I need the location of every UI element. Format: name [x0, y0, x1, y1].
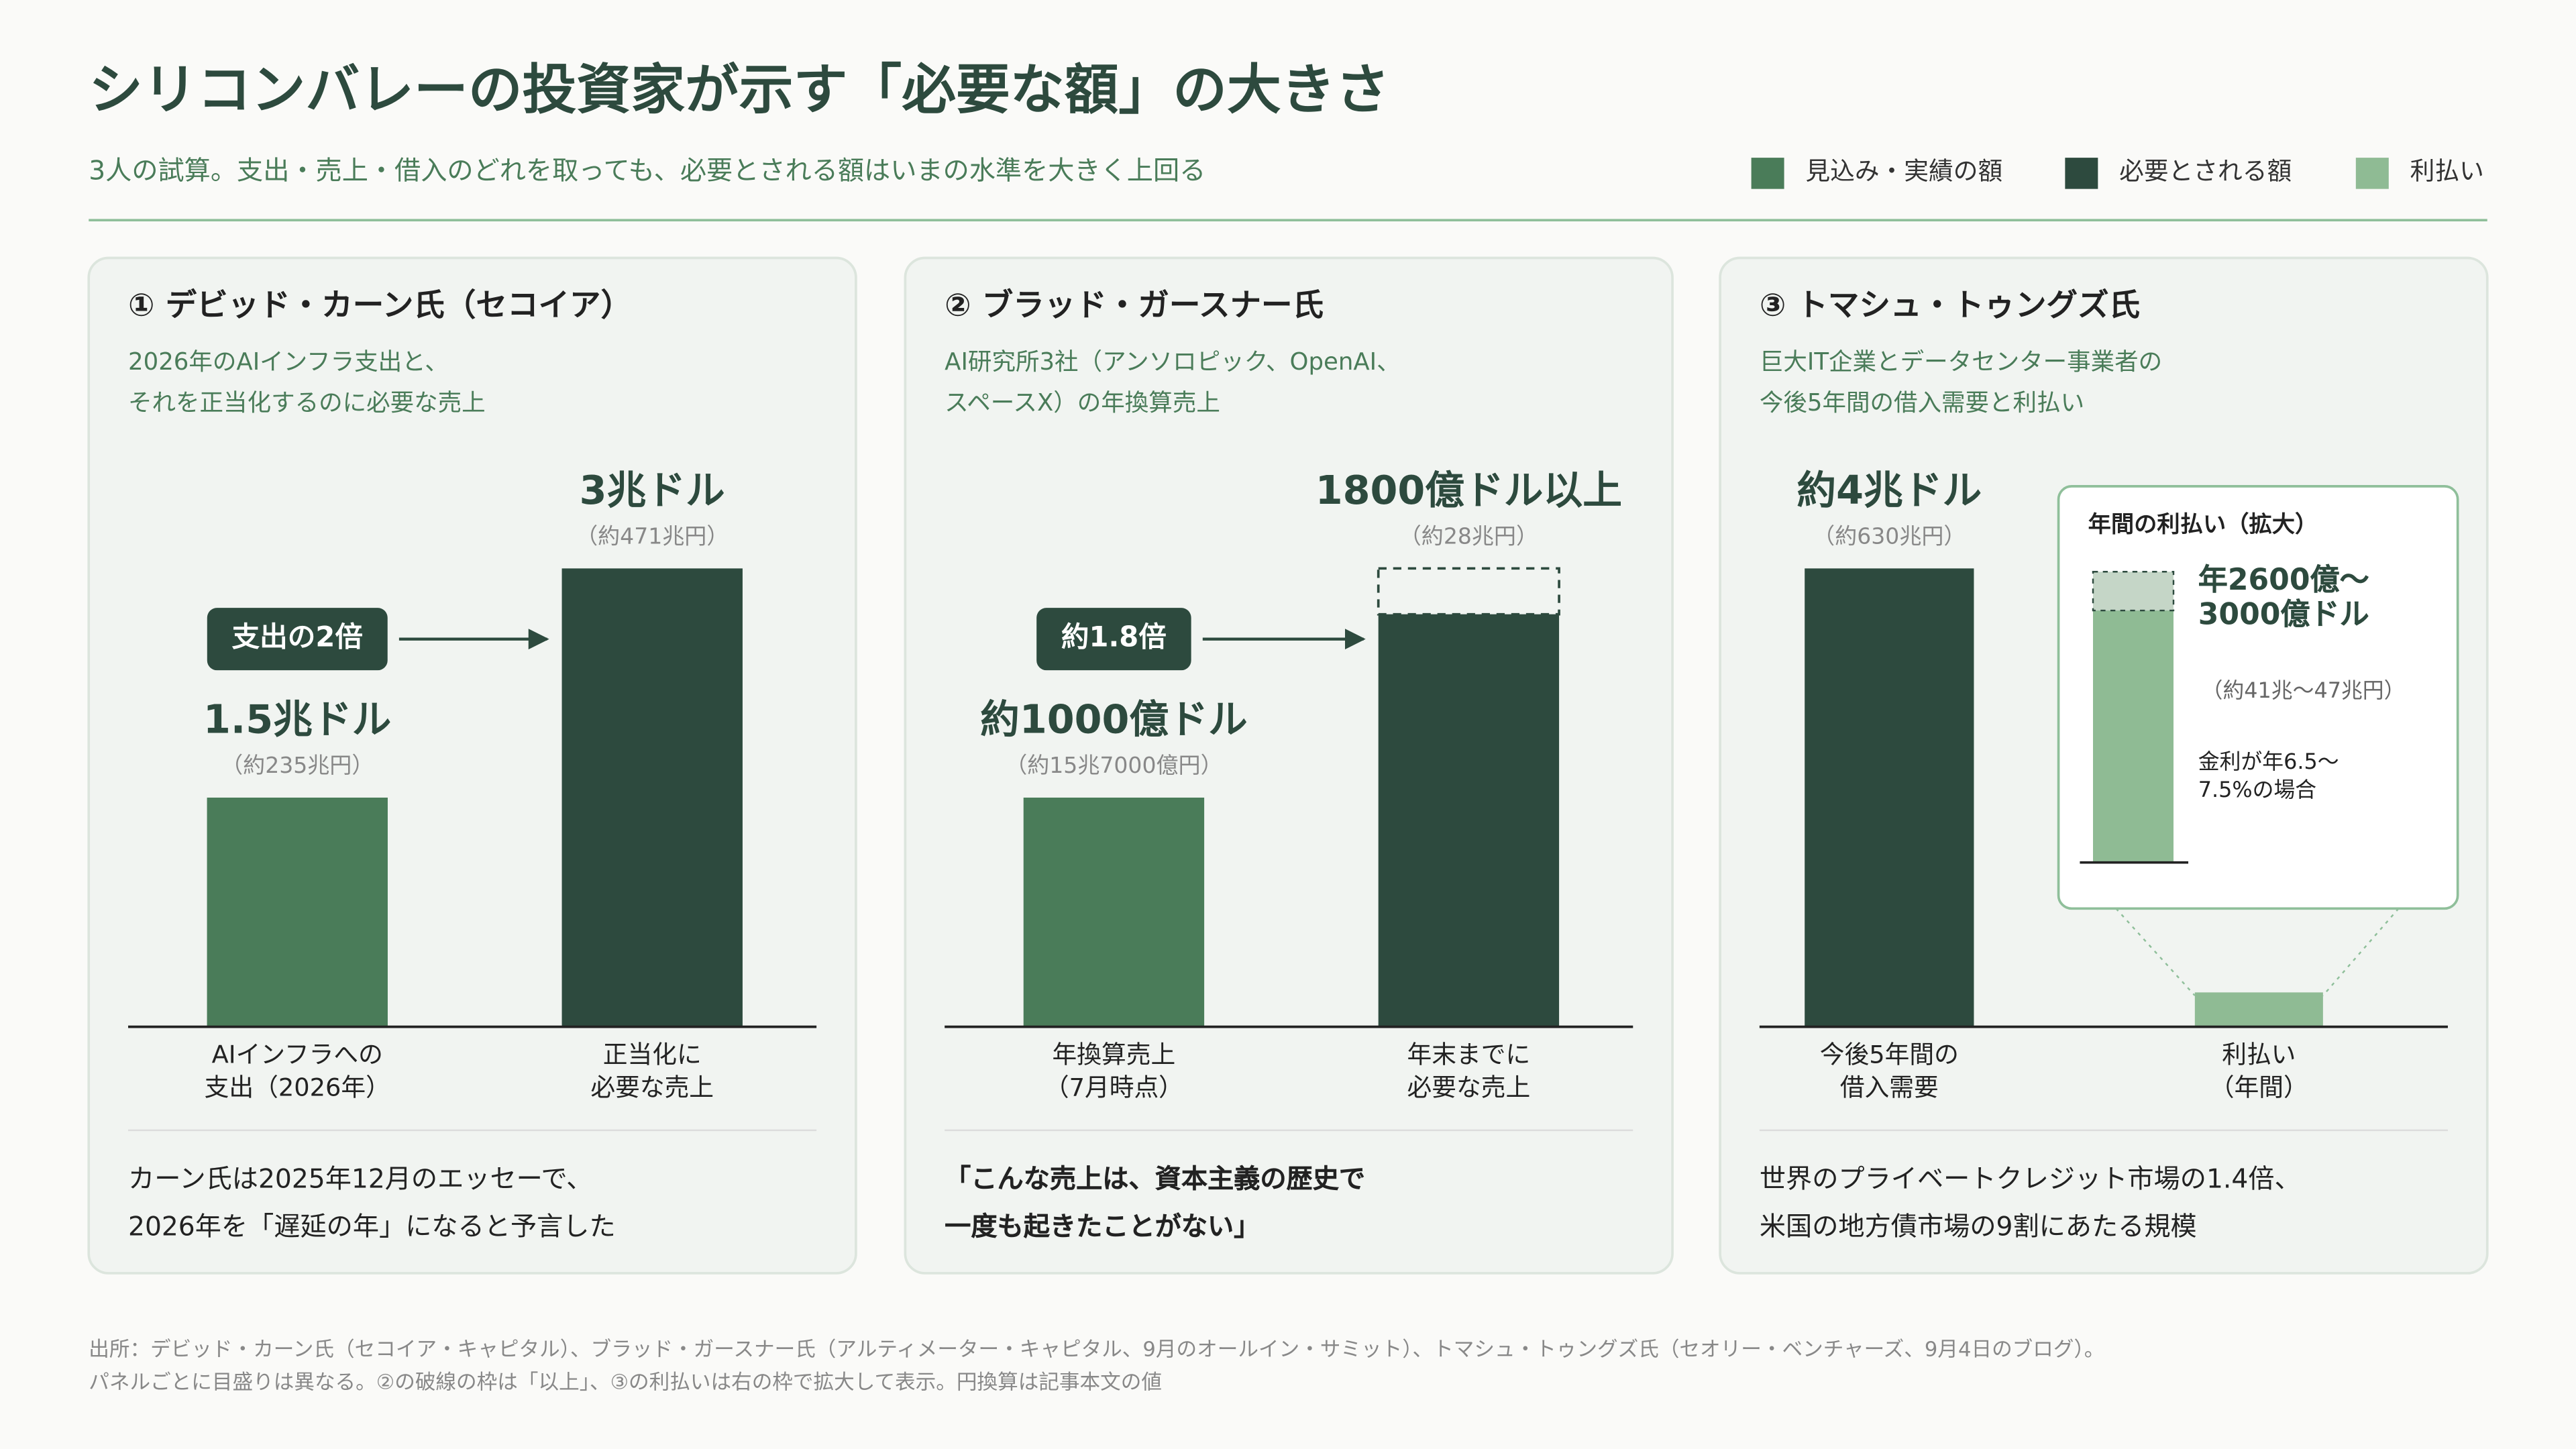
- category-label: 今後5年間の 借入需要: [1819, 1040, 1959, 1102]
- panel-subtitle-box: 巨大IT企業とデータセンター事業者の 今後5年間の借入需要と利払い: [1759, 349, 2163, 417]
- yen-label: （約471兆円）: [576, 523, 729, 549]
- inset-title: 年間の利払い（拡大）: [2088, 511, 2318, 538]
- panel-title: ① デビッド・カーン氏（セコイア）: [128, 286, 632, 323]
- yen-label: （約630兆円）: [1813, 523, 1966, 549]
- panel-title: ② ブラッド・ガースナー氏: [945, 286, 1324, 323]
- category-label-box: 正当化に 必要な売上: [590, 1040, 714, 1102]
- panel-note-box: カーン氏は2025年12月のエッセーで、 2026年を「遅延の年」になると予言し…: [128, 1162, 616, 1242]
- category-label-box: 年末までに 必要な売上: [1407, 1040, 1531, 1102]
- value-label: 約4兆ドル: [1796, 467, 1982, 513]
- annotation-label: 約1.8倍: [1061, 621, 1167, 653]
- category-label-box: 今後5年間の 借入需要: [1819, 1040, 1959, 1102]
- category-label: 正当化に 必要な売上: [590, 1040, 714, 1102]
- bar: [207, 797, 388, 1027]
- open-ended-box: [1377, 567, 1560, 616]
- panel-note: 世界のプライベートクレジット市場の1.4倍、 米国の地方債市場の9割にあたる規模: [1759, 1162, 2301, 1242]
- category-label: 年換算売上 （7月時点）: [1044, 1040, 1183, 1102]
- bar: [1805, 568, 1974, 1027]
- legend-swatch: [2355, 158, 2389, 189]
- bar: [2194, 992, 2323, 1027]
- zoom-guide: [2322, 908, 2400, 996]
- footnote: パネルごとに目盛りは異なる。②の破線の枠は「以上」、③の利払いは右の枠で拡大して…: [89, 1371, 1162, 1395]
- title: シリコンバレーの投資家が示す「必要な額」の大きさ: [89, 59, 1389, 122]
- inset-yen-label: （約41兆〜47兆円）: [2202, 678, 2406, 703]
- panel-subtitle-box: 2026年のAIインフラ支出と、 それを正当化するのに必要な売上: [128, 349, 486, 417]
- inset-bar-range: [2092, 571, 2175, 612]
- value-label: 1800億ドル以上: [1316, 467, 1622, 513]
- category-label: AIインフラへの 支出（2026年）: [204, 1040, 390, 1102]
- bar: [561, 568, 743, 1027]
- bar: [1023, 797, 1205, 1027]
- panel-subtitle: AI研究所3社（アンソロピック、OpenAI、 スペースX）の年換算売上: [945, 349, 1401, 417]
- category-label-box: AIインフラへの 支出（2026年）: [204, 1040, 390, 1102]
- legend-swatch: [2065, 158, 2098, 189]
- category-label-box: 年換算売上 （7月時点）: [1044, 1040, 1183, 1102]
- panel-note-box: 「こんな売上は、資本主義の歴史で 一度も起きたことがない」: [945, 1162, 1366, 1242]
- yen-label: （約235兆円）: [221, 752, 374, 778]
- legend-label: 利払い: [2410, 157, 2484, 186]
- inset-bar: [2093, 610, 2174, 863]
- panel-note: カーン氏は2025年12月のエッセーで、 2026年を「遅延の年」になると予言し…: [128, 1162, 616, 1242]
- yen-label: （約15兆7000億円）: [1005, 752, 1222, 778]
- inset-value-label: 年2600億〜 3000億ドル: [2198, 562, 2369, 632]
- annotation-label: 支出の2倍: [232, 621, 363, 653]
- value-label: 1.5兆ドル: [203, 696, 391, 742]
- category-label: 利払い （年間）: [2209, 1040, 2308, 1102]
- panel-subtitle: 巨大IT企業とデータセンター事業者の 今後5年間の借入需要と利払い: [1759, 349, 2163, 417]
- legend-label: 見込み・実績の額: [1805, 157, 2002, 186]
- inset-caption: 金利が年6.5〜 7.5%の場合: [2198, 749, 2339, 803]
- bar: [1378, 614, 1560, 1027]
- subtitle: 3人の試算。支出・売上・借入のどれを取っても、必要とされる額はいまの水準を大きく…: [89, 156, 1205, 186]
- source: 出所：デビッド・カーン氏（セコイア・キャピタル）、ブラッド・ガースナー氏（アルテ…: [89, 1338, 2104, 1362]
- category-label-box: 利払い （年間）: [2209, 1040, 2308, 1102]
- value-label: 約1000億ドル: [980, 696, 1248, 742]
- yen-label: （約28兆円）: [1399, 523, 1538, 549]
- legend-label: 必要とされる額: [2119, 157, 2292, 186]
- value-label: 3兆ドル: [580, 467, 725, 513]
- panel-note-box: 世界のプライベートクレジット市場の1.4倍、 米国の地方債市場の9割にあたる規模: [1759, 1162, 2301, 1242]
- legend-swatch: [1751, 158, 1784, 189]
- panel-subtitle-box: AI研究所3社（アンソロピック、OpenAI、 スペースX）の年換算売上: [945, 349, 1401, 417]
- panel-title: ③ トマシュ・トゥングズ氏: [1760, 286, 2140, 323]
- zoom-guide: [2115, 908, 2196, 996]
- inset-value-label-box: 年2600億〜 3000億ドル: [2198, 562, 2369, 632]
- annotation-pill: [1036, 608, 1191, 671]
- category-label: 年末までに 必要な売上: [1407, 1040, 1531, 1102]
- annotation-pill: [207, 608, 388, 671]
- inset-caption-box: 金利が年6.5〜 7.5%の場合: [2198, 749, 2339, 803]
- panel-note: 「こんな売上は、資本主義の歴史で 一度も起きたことがない」: [945, 1162, 1366, 1242]
- panel-subtitle: 2026年のAIインフラ支出と、 それを正当化するのに必要な売上: [128, 349, 486, 417]
